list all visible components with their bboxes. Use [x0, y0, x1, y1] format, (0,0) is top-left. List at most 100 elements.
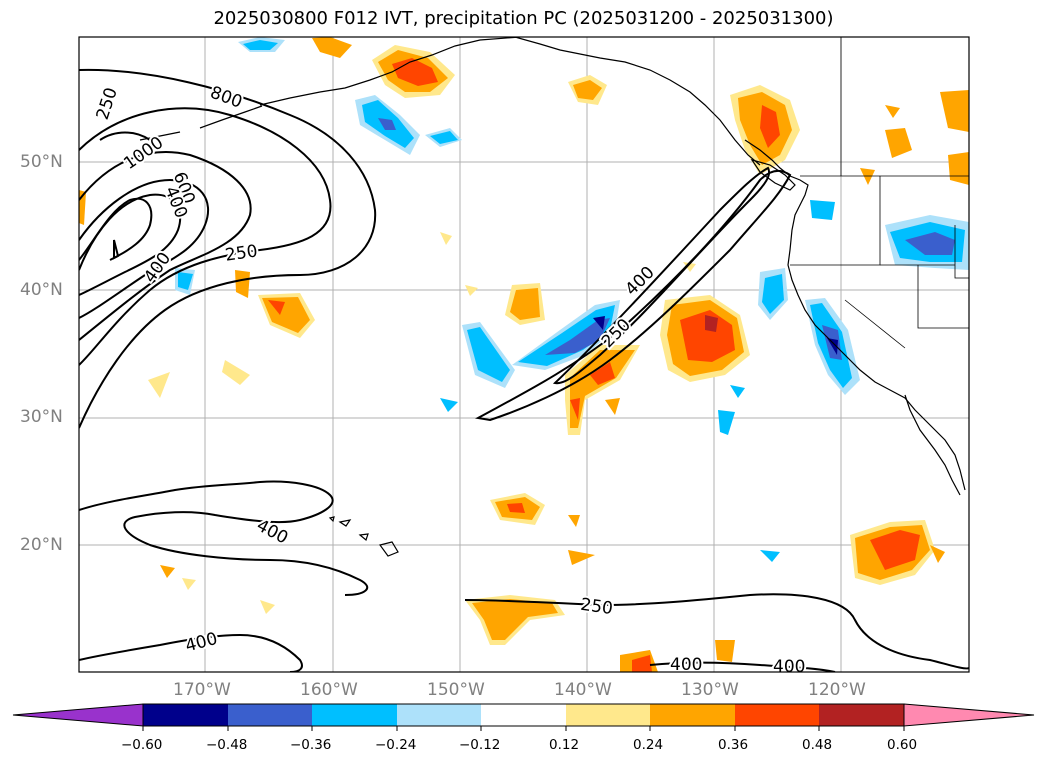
- anomaly-patch: [730, 385, 745, 398]
- colorbar-tick-label: 0.48: [802, 737, 833, 753]
- anomaly-patch: [440, 398, 458, 412]
- anomaly-patch: [705, 315, 718, 332]
- ivt-contour: [113, 239, 120, 260]
- ivt-contour: [79, 151, 252, 341]
- colorbar-segment: [312, 704, 397, 726]
- contour-label: 400: [140, 249, 175, 287]
- ivt-contour: [79, 197, 153, 261]
- anomaly-patch: [465, 285, 478, 296]
- colorbar-tick-label: 0.24: [633, 737, 664, 753]
- colorbar-segment: [735, 704, 819, 726]
- anomaly-patch: [948, 152, 969, 185]
- anomaly-patch: [810, 200, 835, 220]
- anomaly-patch: [940, 90, 969, 132]
- contour-label: 400: [253, 516, 291, 549]
- ivt-contour: [464, 593, 969, 670]
- ivt-contour: [79, 480, 369, 596]
- anomaly-patch: [870, 530, 920, 570]
- ivt-contour: [649, 661, 836, 672]
- colorbar-segment: [143, 704, 228, 726]
- lat-label: 40°N: [20, 280, 63, 300]
- colorbar-segment: [566, 704, 650, 726]
- anomaly-patch: [573, 80, 602, 100]
- anomaly-patch: [160, 565, 175, 578]
- ivt-contours: [79, 68, 969, 672]
- anomaly-patch: [430, 131, 458, 144]
- anomaly-patch: [760, 105, 780, 148]
- anomaly-patch: [905, 232, 955, 255]
- anomaly-patch: [568, 550, 595, 565]
- ivt-contour: [99, 131, 151, 141]
- contour-label: 250: [93, 85, 122, 122]
- anomaly-patch: [715, 640, 735, 662]
- ivt-contour: [79, 193, 182, 296]
- anomaly-patch: [507, 503, 525, 513]
- colorbar-tick-label: −0.60: [121, 737, 163, 753]
- ivt-contour: [79, 107, 332, 366]
- ivt-contour: [79, 68, 377, 429]
- lat-label: 50°N: [20, 152, 63, 172]
- anomaly-patch: [178, 272, 193, 290]
- colorbar-tick-label: 0.36: [718, 737, 749, 753]
- anomaly-patch: [378, 118, 396, 130]
- lat-label: 20°N: [20, 535, 63, 555]
- anomaly-patch: [260, 600, 275, 614]
- ivt-contour: [552, 166, 770, 385]
- anomaly-patch: [518, 305, 615, 366]
- colorbar-tick-label: −0.24: [375, 737, 417, 753]
- map-frame: [78, 36, 970, 673]
- anomaly-patch: [885, 128, 912, 158]
- contour-label: 400: [622, 263, 659, 300]
- colorbar-tick-label: 0.60: [887, 737, 918, 753]
- colorbar-extend-left: [12, 703, 144, 727]
- lon-label: 160°W: [300, 680, 358, 700]
- anomaly-patch: [568, 515, 580, 527]
- lon-label: 130°W: [681, 680, 739, 700]
- contour-label: 400: [183, 629, 220, 657]
- anomaly-patch: [510, 288, 540, 320]
- anomaly-patch: [605, 398, 620, 415]
- anomaly-patch: [860, 168, 875, 185]
- anomaly-patch: [235, 270, 250, 298]
- contour-label: 800: [207, 83, 244, 113]
- colorbar-segment: [481, 704, 566, 726]
- anomaly-patch: [182, 578, 196, 590]
- contour-label: 250: [579, 595, 614, 619]
- anomaly-patch: [762, 274, 784, 314]
- lon-label: 140°W: [554, 680, 612, 700]
- colorbar-extend-right: [903, 703, 1035, 727]
- colorbar-tick-label: −0.36: [290, 737, 332, 753]
- precip-anomaly-shading: [79, 37, 969, 672]
- colorbar-segment: [819, 704, 904, 726]
- colorbar-segment: [397, 704, 481, 726]
- anomaly-patch: [268, 300, 285, 315]
- anomaly-patch: [930, 545, 945, 563]
- colorbar: [12, 703, 1035, 731]
- contour-label: 400: [773, 657, 805, 677]
- map-title: 2025030800 F012 IVT, precipitation PC (2…: [213, 8, 834, 29]
- anomaly-patch: [827, 338, 838, 355]
- anomaly-patch: [760, 550, 780, 562]
- lon-label: 170°W: [173, 680, 231, 700]
- anomaly-patch: [312, 37, 352, 58]
- lon-label: 120°W: [808, 680, 866, 700]
- anomaly-patch: [680, 310, 735, 362]
- anomaly-patch: [570, 350, 635, 428]
- anomaly-patch: [467, 327, 510, 382]
- anomaly-patch: [545, 318, 610, 355]
- colorbar-segment: [228, 704, 312, 726]
- colorbar-tick-label: −0.12: [459, 737, 501, 753]
- lon-label: 150°W: [427, 680, 485, 700]
- anomaly-patch: [222, 360, 250, 385]
- colorbar-segment: [650, 704, 735, 726]
- ivt-contour: [79, 178, 210, 319]
- anomaly-patch: [885, 105, 900, 118]
- map-content: 250 800 1000 600 400 250 400 250 400 400…: [79, 37, 969, 677]
- anomaly-patch: [243, 40, 278, 50]
- ivt-contour: [79, 633, 303, 672]
- anomaly-patch: [632, 655, 652, 672]
- anomaly-patch: [683, 262, 696, 272]
- coastlines: [139, 37, 966, 557]
- lat-label: 30°N: [20, 407, 63, 427]
